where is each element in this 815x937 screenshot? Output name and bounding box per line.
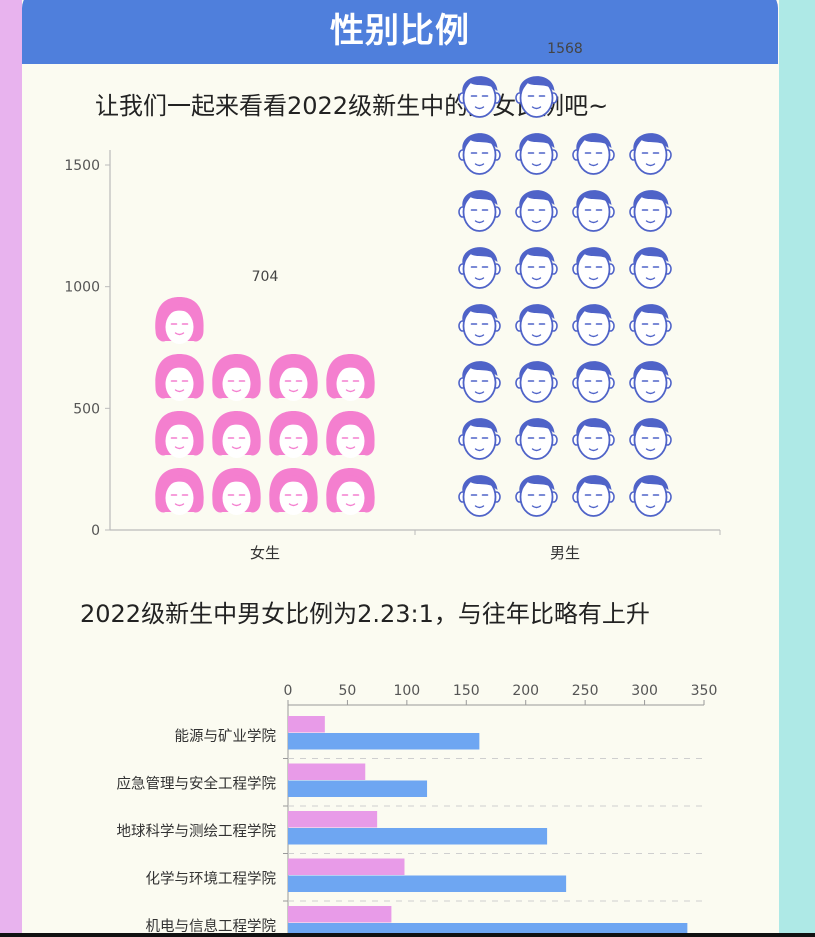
male-face-icon (515, 304, 558, 346)
ratio-summary-text: 2022级新生中男女比例为2.23:1，与往年比略有上升 (80, 600, 650, 628)
male-face-icon (458, 304, 501, 346)
x-tick-label: 350 (691, 683, 718, 699)
data-label: 704 (252, 269, 279, 285)
male-face-icon (515, 418, 558, 460)
male-face-icon (458, 247, 501, 289)
female-bar (288, 811, 378, 828)
female-face-icon (212, 411, 261, 458)
college-label: 机电与信息工程学院 (146, 918, 277, 935)
section-header: 性别比例 (22, 0, 778, 64)
male-face-icon (629, 190, 672, 232)
male-face-icon (572, 190, 615, 232)
male-face-icon (515, 190, 558, 232)
male-face-icon (572, 304, 615, 346)
y-tick-label: 1000 (64, 280, 100, 296)
male-face-icon (572, 418, 615, 460)
female-bar (288, 906, 392, 923)
male-face-icon (515, 247, 558, 289)
college-label: 地球科学与测绘工程学院 (117, 823, 277, 840)
college-label: 能源与矿业学院 (175, 728, 277, 745)
female-face-icon (212, 354, 261, 401)
female-face-icon (326, 411, 375, 458)
male-face-icon (629, 475, 672, 517)
x-category-label: 女生 (250, 544, 280, 562)
male-face-icon (515, 361, 558, 403)
male-face-icon (458, 133, 501, 175)
x-tick-label: 50 (339, 683, 357, 699)
college-label: 化学与环境工程学院 (146, 870, 277, 888)
male-face-icon (458, 418, 501, 460)
male-face-icon (629, 418, 672, 460)
male-face-icon (629, 361, 672, 403)
x-tick-label: 300 (631, 683, 658, 699)
y-tick-label: 0 (91, 523, 100, 539)
x-tick-label: 250 (572, 683, 599, 699)
male-face-icon (458, 190, 501, 232)
bottom-edge (0, 933, 815, 937)
female-face-icon (326, 468, 375, 515)
male-face-icon (572, 133, 615, 175)
female-face-icon (269, 468, 318, 515)
male-face-icon (572, 475, 615, 517)
male-bar (288, 875, 567, 892)
male-face-icon (515, 133, 558, 175)
male-face-icon (458, 76, 501, 118)
male-bar (288, 780, 428, 797)
female-bar (288, 716, 325, 733)
male-face-icon (629, 247, 672, 289)
female-face-icon (155, 468, 204, 515)
male-face-icon (515, 76, 558, 118)
x-category-label: 男生 (550, 544, 580, 562)
female-bar (288, 858, 405, 875)
data-label: 1568 (547, 41, 583, 57)
male-pictograph-bar (458, 76, 672, 517)
x-tick-label: 0 (284, 683, 293, 699)
male-bar (288, 733, 480, 750)
y-tick-label: 1500 (64, 158, 100, 174)
male-face-icon (572, 361, 615, 403)
y-tick-label: 500 (73, 401, 100, 417)
college-label: 应急管理与安全工程学院 (117, 775, 277, 793)
female-face-icon (269, 354, 318, 401)
female-face-icon (155, 354, 204, 401)
female-bar (288, 763, 366, 780)
female-face-icon (326, 354, 375, 401)
female-face-icon (155, 411, 204, 458)
male-face-icon (629, 304, 672, 346)
female-face-icon (212, 468, 261, 515)
x-tick-label: 150 (453, 683, 480, 699)
male-face-icon (458, 475, 501, 517)
female-face-icon (155, 297, 204, 344)
x-tick-label: 200 (512, 683, 539, 699)
male-face-icon (458, 361, 501, 403)
section-title: 性别比例 (330, 11, 470, 51)
male-face-icon (515, 475, 558, 517)
male-face-icon (572, 247, 615, 289)
female-pictograph-bar (155, 297, 375, 515)
x-tick-label: 100 (393, 683, 420, 699)
female-face-icon (269, 411, 318, 458)
male-face-icon (629, 133, 672, 175)
male-bar (288, 828, 548, 845)
